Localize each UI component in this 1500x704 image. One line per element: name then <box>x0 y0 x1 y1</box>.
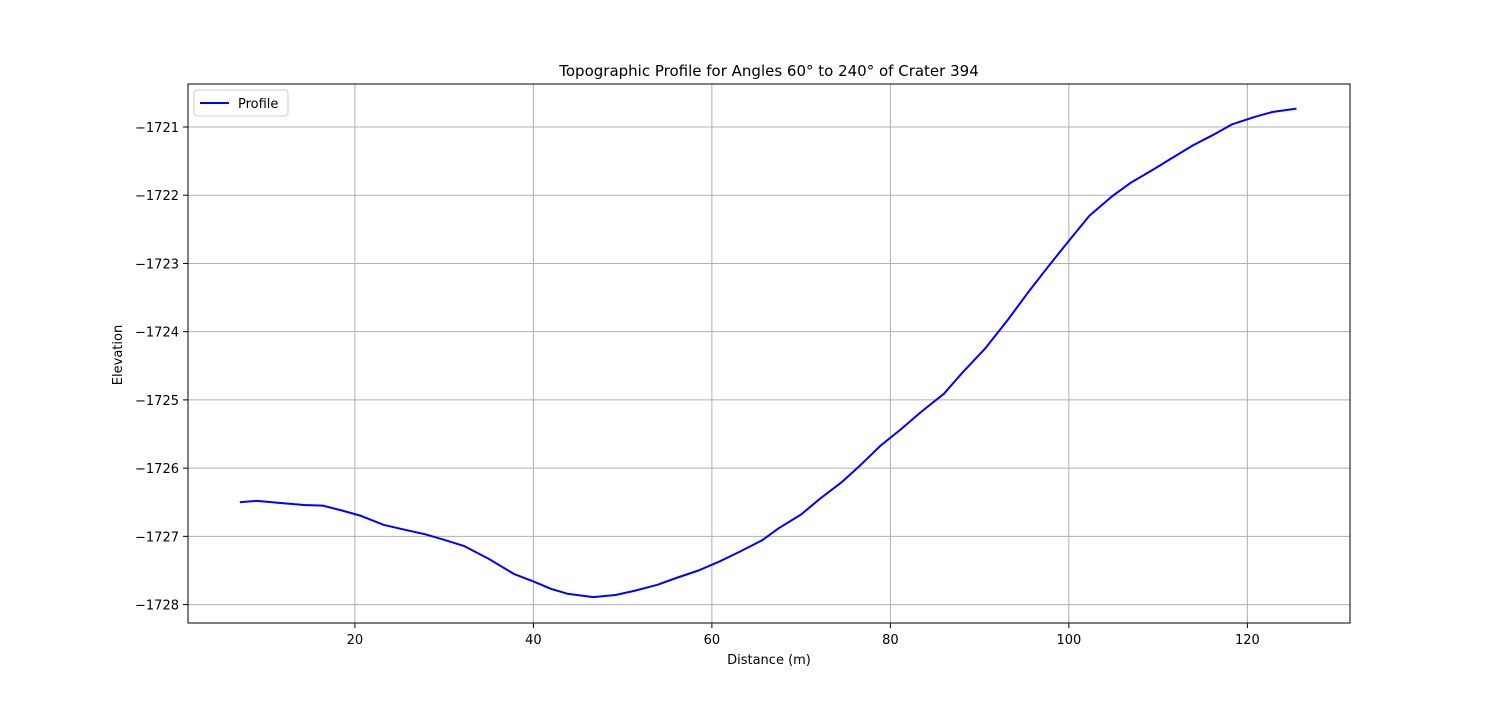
y-axis: −1728 −1727 −1726 −1725 −1724 −1723 −1722 −1721 <box>135 121 188 614</box>
series-layer <box>239 107 1297 599</box>
grid-lines <box>188 84 1350 623</box>
y-tick-label: −1726 <box>135 462 179 477</box>
x-axis: 20 40 60 80 100 120 <box>347 623 1260 648</box>
y-tick-label: −1721 <box>135 121 179 136</box>
legend-box <box>193 89 289 117</box>
y-tick-label: −1722 <box>135 189 179 204</box>
x-axis-label: Distance (m) <box>727 653 811 668</box>
y-tick-label: −1728 <box>135 599 179 614</box>
y-tick-label: −1725 <box>135 394 179 409</box>
legend-label-profile: Profile <box>238 97 278 112</box>
plot-frame <box>187 83 1351 624</box>
x-tick-label: 120 <box>1235 633 1260 648</box>
y-tick-label: −1723 <box>135 257 179 272</box>
legend: Profile <box>193 89 289 117</box>
chart-title: Topographic Profile for Angles 60° to 24… <box>558 62 978 80</box>
plot-area <box>188 84 1350 623</box>
y-tick-label: −1724 <box>135 326 179 341</box>
x-tick-label: 80 <box>882 633 899 648</box>
x-tick-label: 60 <box>704 633 721 648</box>
x-tick-label: 20 <box>347 633 364 648</box>
y-axis-label: Elevation <box>111 325 126 385</box>
x-tick-label: 100 <box>1056 633 1081 648</box>
series-line-profile <box>239 107 1297 599</box>
x-tick-label: 40 <box>525 633 542 648</box>
y-tick-label: −1727 <box>135 530 179 545</box>
